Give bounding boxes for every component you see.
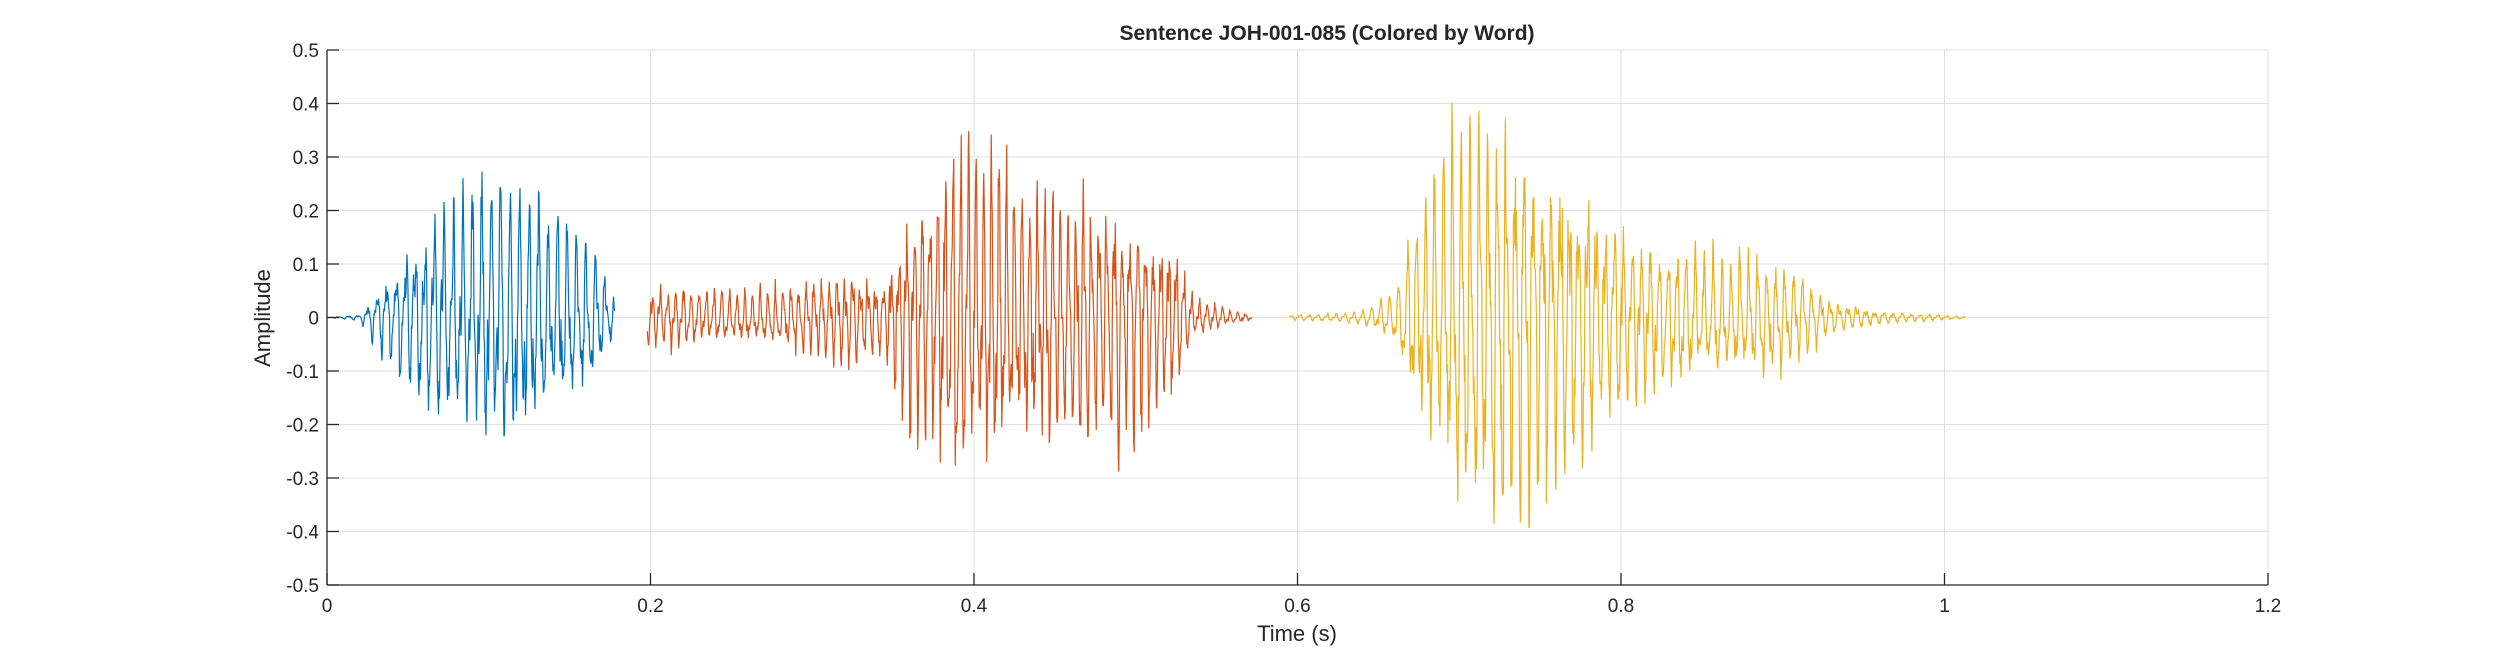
axes-frame xyxy=(326,49,2269,586)
x-tick-label: 0.2 xyxy=(637,596,663,617)
x-tick-label: 0.8 xyxy=(1608,596,1634,617)
x-tick-label: 1.2 xyxy=(2255,596,2281,617)
y-tick-label: -0.2 xyxy=(286,416,319,437)
x-tick-label: 0.4 xyxy=(961,596,988,617)
y-tick-label: 0.3 xyxy=(293,148,319,169)
y-tick-label: -0.3 xyxy=(286,469,319,490)
y-tick-label: 0.2 xyxy=(293,202,319,223)
x-tick-label: 0 xyxy=(322,596,333,617)
chart-title: Sentence JOH-001-085 (Colored by Word) xyxy=(1119,22,1534,45)
x-tick-label: 0.6 xyxy=(1284,596,1310,617)
waveform-series-2 xyxy=(646,130,1253,472)
waveform-series-3 xyxy=(1289,102,1966,529)
y-tick-label: 0.4 xyxy=(293,95,320,116)
y-axis-label: Amplitude xyxy=(250,269,275,367)
y-tick-label: 0 xyxy=(308,309,319,330)
y-tick-label: -0.1 xyxy=(286,362,319,383)
tick-labels: 0 0.2 0.4 0.6 0.8 1 1.2 0.5 0.4 0.3 0.2 0.1 0 -0.1 -0.… xyxy=(286,41,2281,617)
y-tick-label: 0.5 xyxy=(293,41,319,62)
waveform-series-1 xyxy=(326,171,616,437)
y-tick-label: -0.5 xyxy=(286,576,319,597)
waveform-series-group xyxy=(326,102,1966,529)
y-tick-label: 0.1 xyxy=(293,255,319,276)
x-tick-label: 1 xyxy=(1939,596,1950,617)
x-axis-label: Time (s) xyxy=(1257,621,1337,646)
y-tick-label: -0.4 xyxy=(286,523,319,544)
